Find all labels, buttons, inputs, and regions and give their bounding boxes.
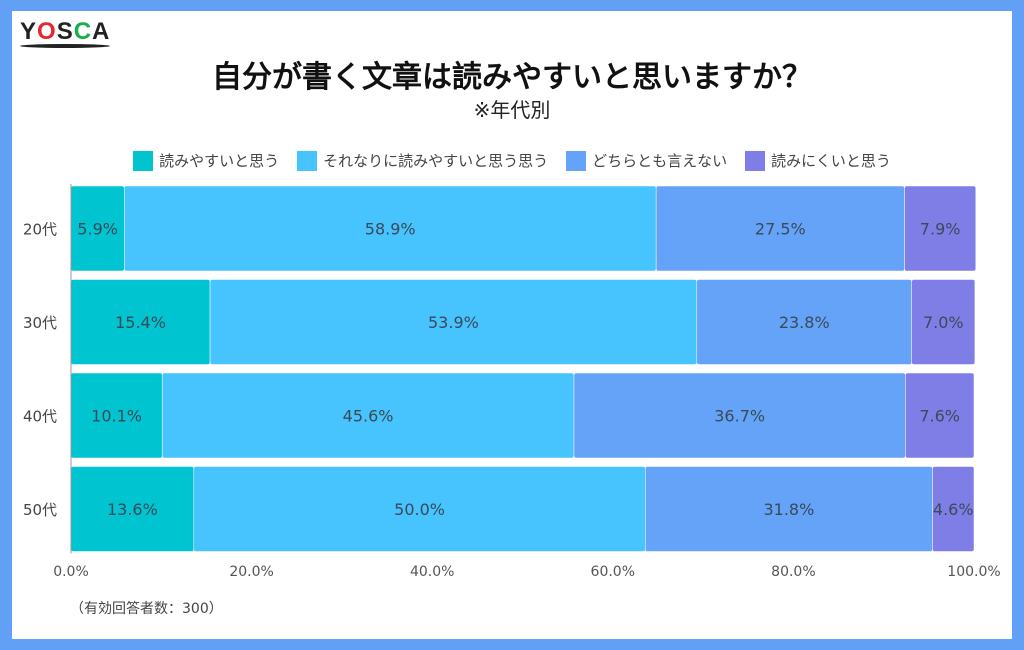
data-label: 7.9%	[920, 220, 961, 239]
data-label: 45.6%	[343, 407, 394, 426]
bar-segment	[905, 372, 975, 459]
data-label: 23.8%	[779, 313, 830, 332]
category-label: 40代	[23, 408, 57, 426]
legend-swatch	[566, 150, 587, 171]
logo: YOSCA	[20, 18, 111, 45]
data-label: 36.7%	[714, 407, 765, 426]
category-label: 50代	[23, 501, 57, 519]
legend-label: それなりに読みやすいと思う思う	[323, 152, 549, 170]
category-label: 30代	[23, 314, 57, 332]
logo-underline	[20, 44, 110, 48]
legend-item: それなりに読みやすいと思う思う	[297, 150, 548, 171]
data-label: 58.9%	[365, 220, 416, 239]
data-label: 15.4%	[115, 313, 166, 332]
bar-segment	[911, 279, 976, 365]
x-tick-label: 0.0%	[53, 564, 89, 580]
legend-item: どちらとも言えない	[566, 150, 727, 171]
respondent-note: （有効回答者数：300）	[70, 601, 223, 617]
x-tick-label: 100.0%	[947, 564, 1000, 580]
chart-subtitle: ※年代別	[473, 98, 551, 122]
bar-segment	[904, 185, 977, 272]
data-label: 7.6%	[919, 407, 960, 426]
category-label: 20代	[23, 221, 57, 239]
x-tick-label: 20.0%	[229, 564, 273, 580]
legend-swatch	[297, 150, 318, 171]
x-tick-label: 80.0%	[771, 564, 815, 580]
chart-title: 自分が書く文章は読みやすいと思いますか？	[212, 60, 812, 95]
legend-label: 読みにくいと思う	[771, 152, 891, 170]
data-label: 50.0%	[394, 500, 445, 519]
legend-item: 読みやすいと思う	[133, 150, 279, 171]
data-label: 5.9%	[77, 220, 118, 239]
x-tick-label: 60.0%	[591, 564, 635, 580]
legend-swatch	[133, 150, 154, 171]
data-label: 53.9%	[428, 313, 479, 332]
data-label: 27.5%	[755, 220, 806, 239]
data-label: 4.6%	[933, 500, 974, 519]
data-label: 13.6%	[107, 500, 158, 519]
x-tick-label: 40.0%	[410, 564, 454, 580]
legend-swatch	[745, 150, 766, 171]
data-label: 31.8%	[763, 500, 814, 519]
bar-segment	[932, 466, 975, 552]
legend-item: 読みにくいと思う	[745, 150, 891, 171]
legend-label: 読みやすいと思う	[159, 152, 280, 170]
data-label: 10.1%	[91, 407, 142, 426]
legend: 読みやすいと思う それなりに読みやすいと思う思う どちらとも言えない 読みにくいと思う	[0, 150, 1024, 171]
data-label: 7.0%	[923, 313, 964, 332]
legend-label: どちらとも言えない	[592, 152, 728, 170]
